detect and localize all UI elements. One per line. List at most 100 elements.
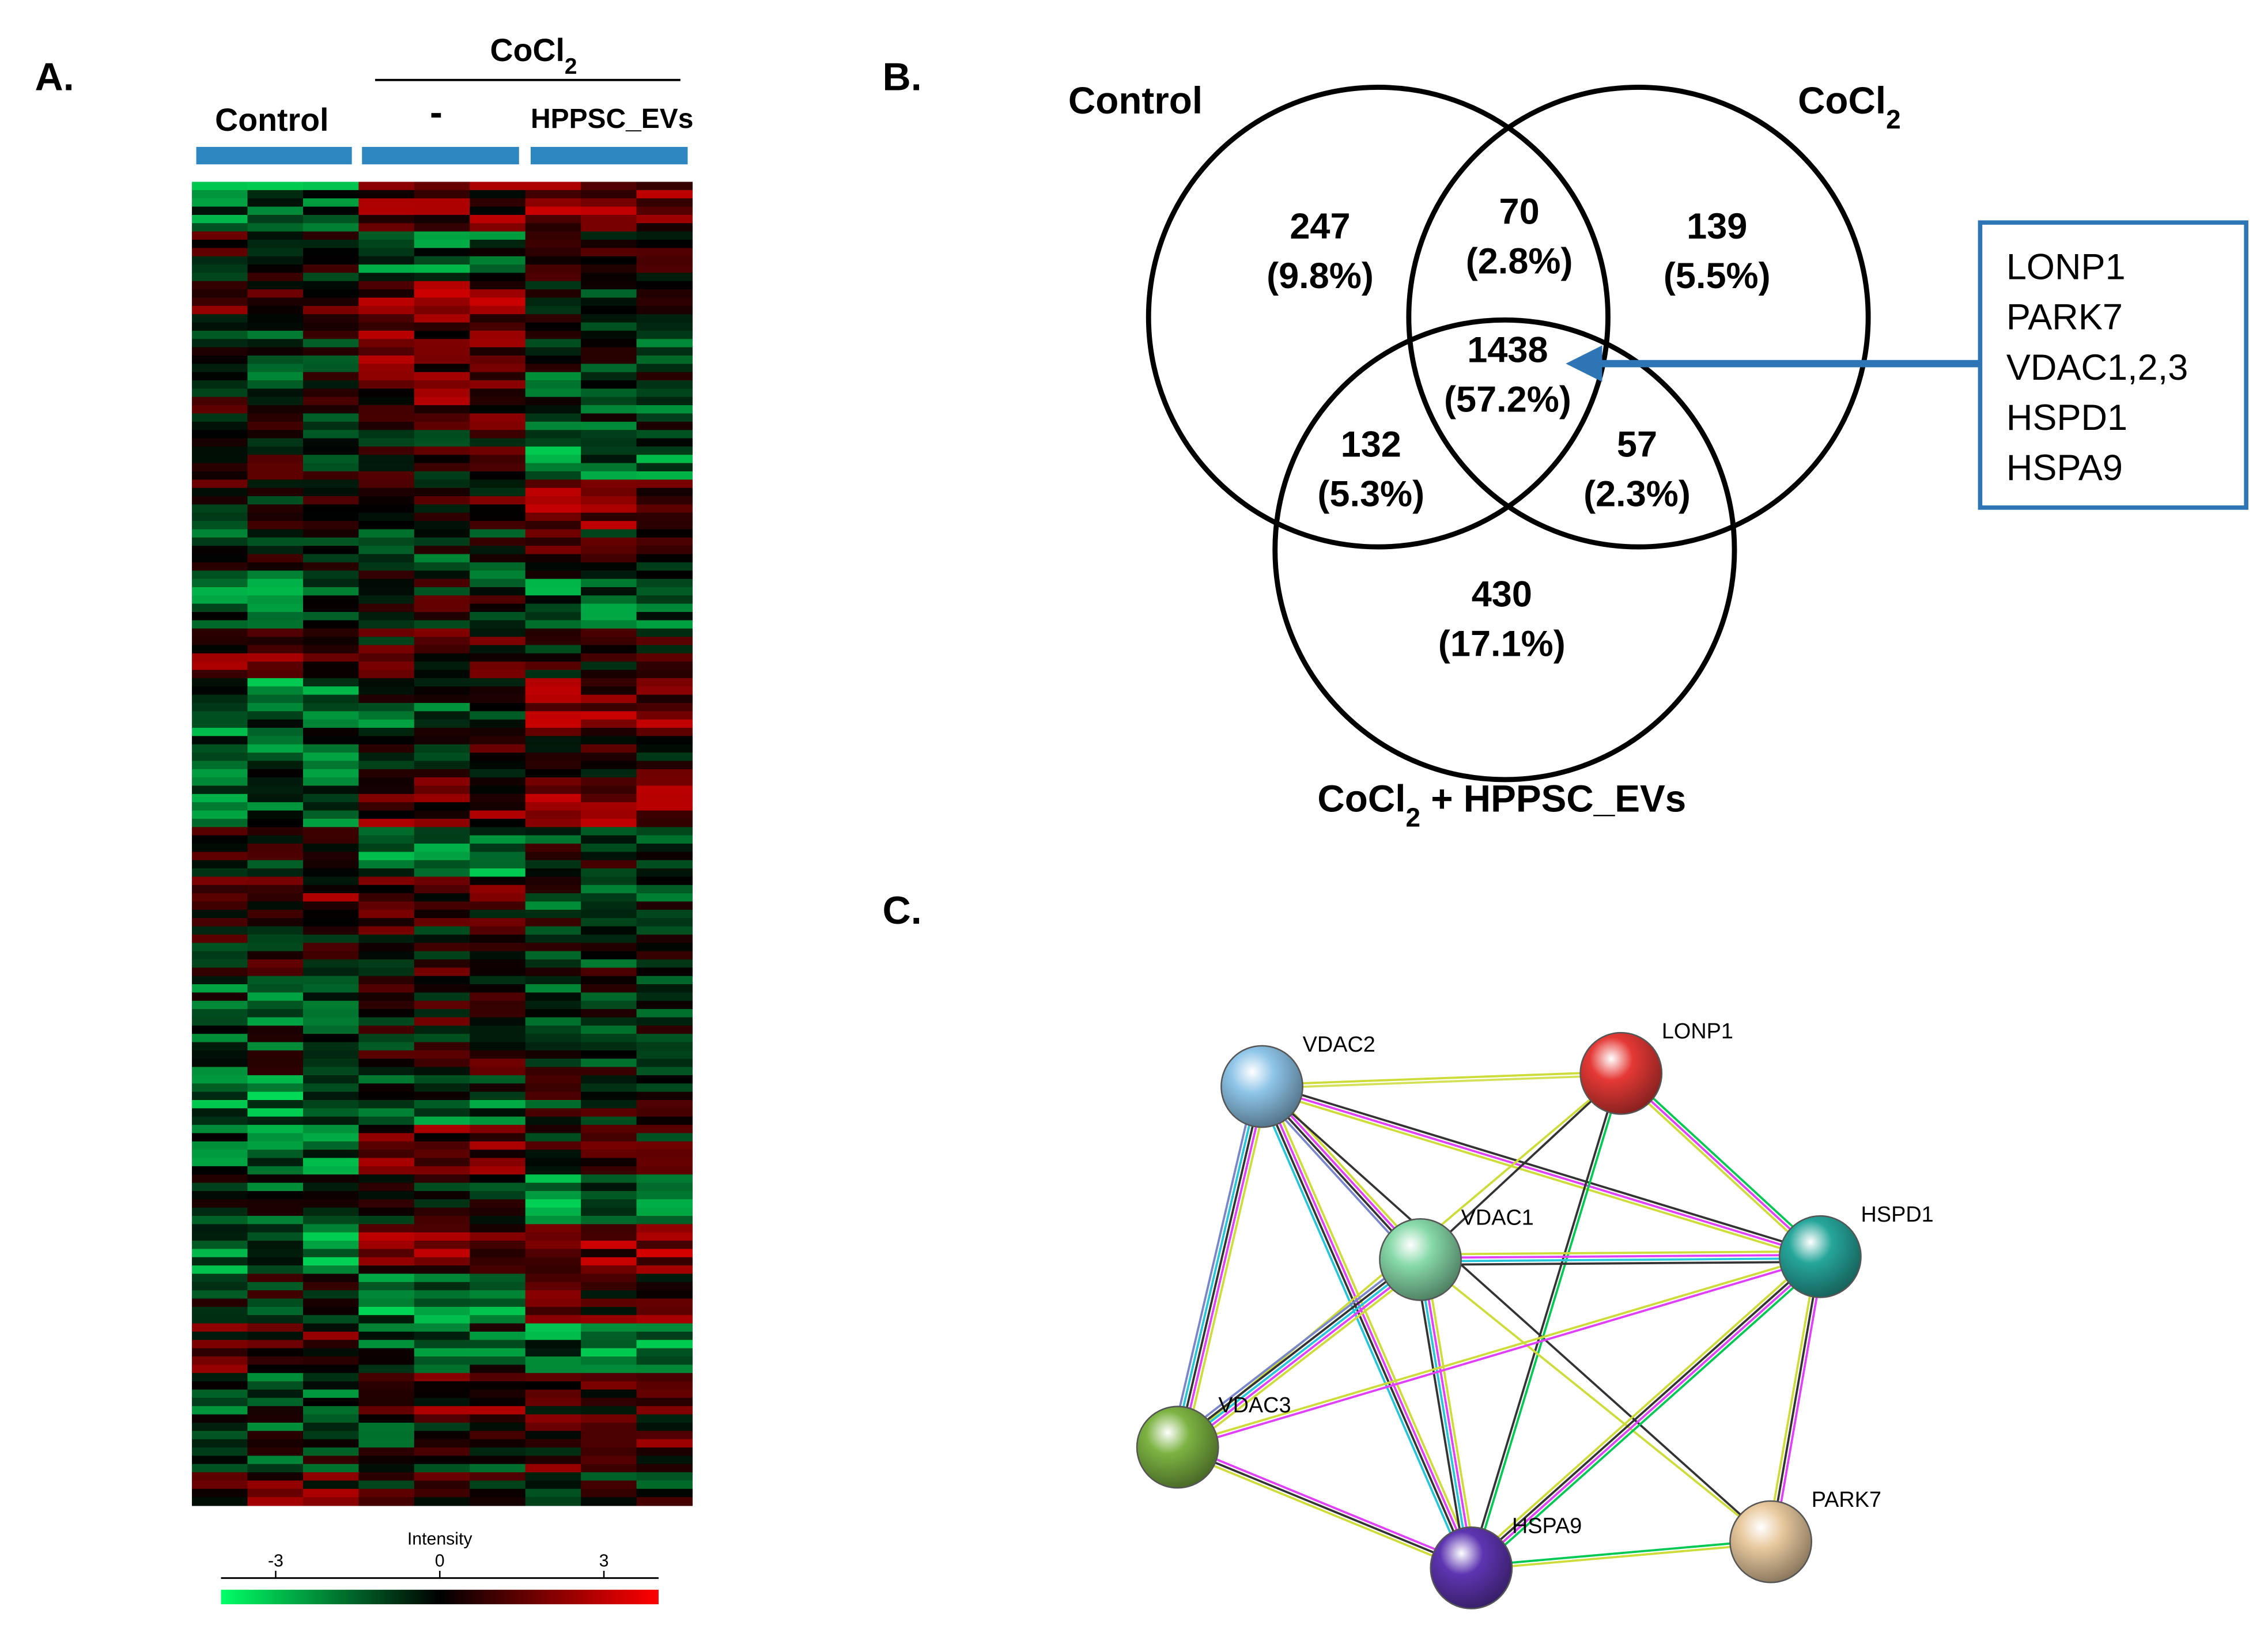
heatmap-cell <box>525 1133 582 1142</box>
heatmap-cell <box>358 1282 415 1291</box>
heatmap-cell <box>247 206 304 216</box>
heatmap-cell <box>470 777 526 787</box>
heatmap-cell <box>636 1232 693 1242</box>
heatmap-cell <box>358 1050 415 1060</box>
heatmap-cell <box>525 1034 582 1043</box>
heatmap-cell <box>581 1158 637 1167</box>
heatmap-cell <box>192 1009 248 1018</box>
heatmap-cell <box>525 628 582 638</box>
heatmap-cell <box>636 1497 693 1506</box>
heatmap-cell <box>470 1249 526 1258</box>
heatmap-cell <box>581 512 637 522</box>
heatmap-cell <box>470 1182 526 1192</box>
heatmap-cell <box>581 744 637 754</box>
heatmap-cell <box>470 1059 526 1068</box>
heatmap-cell <box>247 1125 304 1134</box>
heatmap-cell <box>303 347 360 357</box>
heatmap-cell <box>358 570 415 580</box>
heatmap-cell <box>303 876 360 886</box>
heatmap-cell <box>525 1182 582 1192</box>
heatmap-cell <box>525 1306 582 1316</box>
heatmap-cell <box>636 984 693 993</box>
heatmap-cell <box>581 421 637 431</box>
heatmap-cell <box>470 951 526 960</box>
heatmap-cell <box>470 1422 526 1432</box>
heatmap-cell <box>358 984 415 993</box>
heatmap-cell <box>303 289 360 298</box>
heatmap-cell <box>525 1431 582 1440</box>
heatmap-cell <box>414 1306 471 1316</box>
heatmap-cell <box>303 843 360 853</box>
heatmap-cell <box>470 1340 526 1349</box>
heatmap-cell <box>470 753 526 762</box>
heatmap-cell <box>303 967 360 977</box>
heatmap-cell <box>303 769 360 778</box>
heatmap-cell <box>525 396 582 406</box>
heatmap-cell <box>470 529 526 538</box>
heatmap-cell <box>247 562 304 572</box>
network-edge <box>1178 1443 1473 1566</box>
heatmap-cell <box>581 1108 637 1117</box>
heatmap-cell <box>192 1406 248 1415</box>
heatmap-cell <box>636 214 693 224</box>
heatmap-cell <box>192 1431 248 1440</box>
heatmap-cell <box>247 959 304 969</box>
heatmap-cell <box>192 1000 248 1010</box>
heatmap-cell <box>303 1273 360 1283</box>
heatmap-cell <box>581 1447 637 1457</box>
network-edge <box>1420 1257 1820 1263</box>
heatmap-cell <box>581 694 637 704</box>
heatmap-cell <box>358 876 415 886</box>
heatmap-cell <box>414 1108 471 1117</box>
heatmap-cell <box>636 694 693 704</box>
heatmap-cell <box>358 761 415 770</box>
heatmap-cell <box>303 934 360 944</box>
heatmap-cell <box>581 1373 637 1382</box>
heatmap-cell <box>636 893 693 902</box>
heatmap-cell <box>470 670 526 679</box>
heatmap-cell <box>525 793 582 803</box>
heatmap-cell <box>358 1298 415 1307</box>
heatmap-cell <box>247 223 304 232</box>
heatmap-cell <box>358 992 415 1001</box>
heatmap-cell <box>414 206 471 216</box>
heatmap-cell <box>525 835 582 844</box>
heatmap-cell <box>414 512 471 522</box>
heatmap-cell <box>581 322 637 331</box>
heatmap-cell <box>358 1488 415 1498</box>
heatmap-cell <box>358 694 415 704</box>
heatmap-cell <box>414 761 471 770</box>
heatmap-cell <box>470 1439 526 1448</box>
heatmap-cell <box>636 264 693 274</box>
heatmap-cell <box>636 537 693 547</box>
heatmap-cell <box>581 1091 637 1101</box>
heatmap-cell <box>414 1406 471 1415</box>
heatmap-cell <box>247 1166 304 1176</box>
heatmap-cell <box>414 190 471 199</box>
heatmap-cell <box>636 976 693 985</box>
heatmap-cell <box>192 1340 248 1349</box>
heatmap-cell <box>636 802 693 811</box>
heatmap-cell <box>192 587 248 596</box>
heatmap-cell <box>303 1447 360 1457</box>
heatmap-cell <box>470 934 526 944</box>
heatmap-cell <box>525 719 582 729</box>
heatmap-cell <box>581 487 637 497</box>
heatmap-cell <box>414 852 471 861</box>
heatmap-cell <box>192 1480 248 1490</box>
heatmap-cell <box>247 355 304 365</box>
heatmap-cell <box>470 1431 526 1440</box>
heatmap-cell <box>525 1348 582 1358</box>
heatmap-cell <box>303 214 360 224</box>
heatmap-cell <box>525 1456 582 1465</box>
heatmap-cell <box>581 1083 637 1093</box>
network-node-label: PARK7 <box>1812 1488 1881 1512</box>
heatmap-cell <box>303 190 360 199</box>
heatmap-cell <box>358 662 415 671</box>
network-edge <box>1419 1072 1622 1261</box>
heatmap-cell <box>470 1042 526 1051</box>
heatmap-cell <box>247 1422 304 1432</box>
heatmap-cell <box>192 554 248 563</box>
heatmap-cell <box>192 355 248 365</box>
heatmap-cell <box>636 686 693 696</box>
